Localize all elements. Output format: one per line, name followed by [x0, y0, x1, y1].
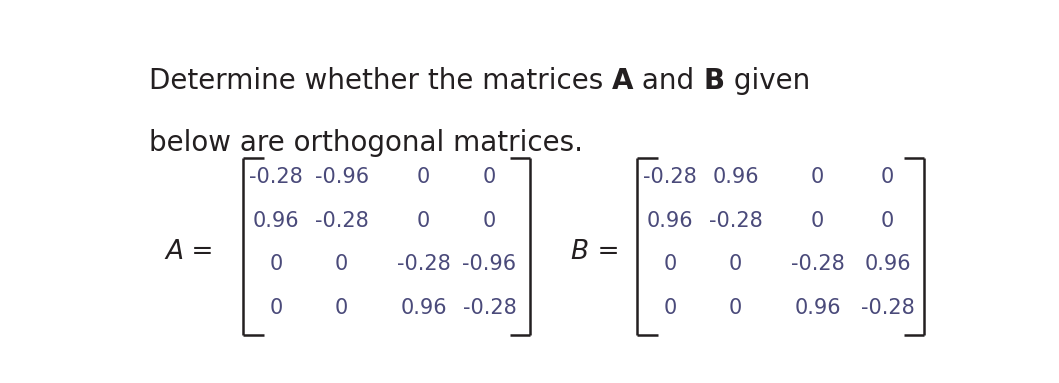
- Text: 0: 0: [811, 167, 824, 187]
- Text: 0: 0: [881, 167, 894, 187]
- Text: -0.28: -0.28: [643, 167, 697, 187]
- Text: 0: 0: [335, 254, 348, 274]
- Text: 0: 0: [729, 254, 742, 274]
- Text: 0: 0: [269, 298, 283, 318]
- Text: 0: 0: [269, 254, 283, 274]
- Text: 0: 0: [483, 211, 496, 231]
- Text: 0: 0: [663, 298, 677, 318]
- Text: -0.28: -0.28: [708, 211, 762, 231]
- Text: below are orthogonal matrices.: below are orthogonal matrices.: [148, 129, 582, 157]
- Text: -0.28: -0.28: [861, 298, 914, 318]
- Text: B: B: [703, 67, 724, 95]
- Text: -0.28: -0.28: [315, 211, 369, 231]
- Text: A: A: [612, 67, 633, 95]
- Text: and: and: [633, 67, 703, 95]
- Text: 0.96: 0.96: [794, 298, 841, 318]
- Text: 0: 0: [811, 211, 824, 231]
- Text: 0: 0: [663, 254, 677, 274]
- Text: -0.28: -0.28: [463, 298, 517, 318]
- Text: Determine whether the matrices: Determine whether the matrices: [148, 67, 612, 95]
- Text: 0.96: 0.96: [400, 298, 447, 318]
- Text: B =: B =: [572, 239, 621, 265]
- Text: given: given: [724, 67, 810, 95]
- Text: 0: 0: [417, 167, 430, 187]
- Text: 0.96: 0.96: [253, 211, 300, 231]
- Text: -0.28: -0.28: [249, 167, 303, 187]
- Text: 0.96: 0.96: [713, 167, 759, 187]
- Text: A =: A =: [165, 239, 214, 265]
- Text: -0.96: -0.96: [315, 167, 369, 187]
- Text: 0.96: 0.96: [647, 211, 694, 231]
- Text: 0: 0: [335, 298, 348, 318]
- Text: -0.96: -0.96: [463, 254, 517, 274]
- Text: 0: 0: [881, 211, 894, 231]
- Text: -0.28: -0.28: [791, 254, 845, 274]
- Text: 0: 0: [483, 167, 496, 187]
- Text: 0: 0: [729, 298, 742, 318]
- Text: -0.28: -0.28: [397, 254, 451, 274]
- Text: 0: 0: [417, 211, 430, 231]
- Text: 0.96: 0.96: [864, 254, 911, 274]
